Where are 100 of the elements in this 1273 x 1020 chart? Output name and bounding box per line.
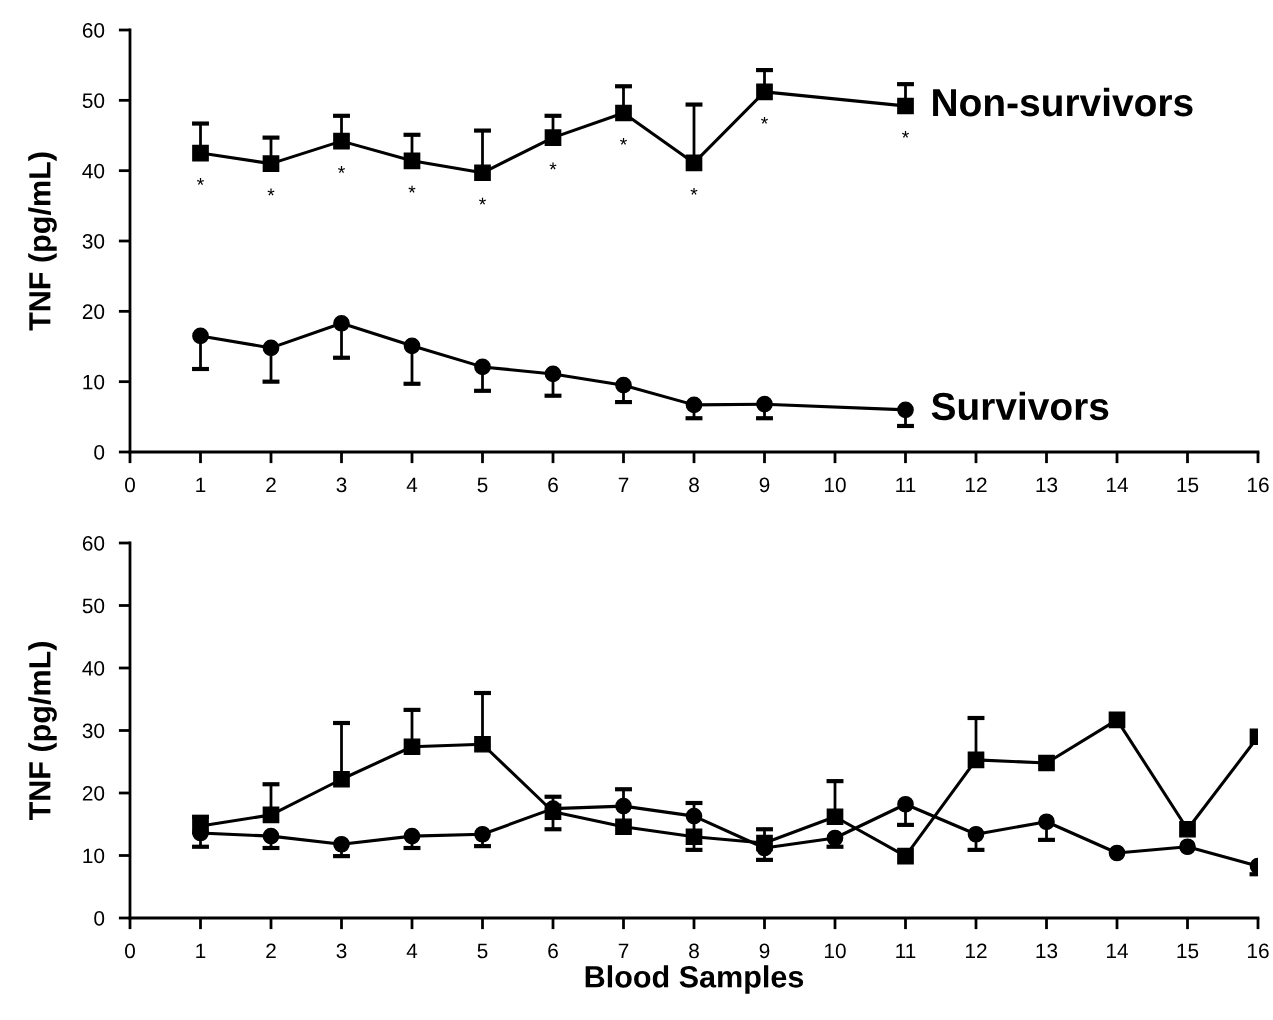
x-tick-label: 3 [336, 943, 347, 959]
y-tick-label: 40 [82, 661, 105, 676]
point [826, 808, 844, 826]
x-tick-label: 0 [125, 943, 135, 959]
x-tick-label: 0 [125, 477, 135, 493]
x-tick-label: 7 [618, 477, 629, 493]
x-tick-label: 10 [825, 943, 846, 959]
annotation: * [197, 178, 204, 185]
x-tick-label: 5 [477, 477, 488, 493]
point [403, 827, 421, 845]
point [1038, 754, 1055, 772]
point [897, 847, 914, 865]
point [897, 97, 914, 115]
x-tick-label: 15 [1177, 943, 1199, 959]
point [333, 314, 350, 332]
y-axis-title: TNF (pg/mL) [28, 152, 57, 331]
point [474, 164, 491, 182]
y-tick-label: 10 [83, 848, 105, 864]
y-tick-label: 50 [82, 93, 105, 109]
x-tick-label: 16 [1248, 477, 1269, 493]
point [474, 825, 491, 843]
x-tick-label: 8 [689, 943, 699, 959]
y-tick-label: 30 [82, 723, 105, 739]
point [333, 132, 350, 150]
x-tick-label: 6 [548, 943, 558, 959]
y-tick-label: 40 [82, 163, 105, 179]
x-tick-label: 12 [966, 943, 987, 959]
x-tick-label: 9 [759, 943, 770, 959]
point [403, 738, 421, 756]
x-tick-label: 3 [336, 477, 347, 493]
annotation: * [902, 130, 909, 138]
point [826, 829, 844, 847]
x-tick-label: 10 [825, 477, 846, 493]
point [615, 797, 632, 815]
x-tick-label: 9 [759, 477, 770, 493]
point [333, 770, 350, 788]
point [192, 327, 209, 345]
point [262, 827, 280, 845]
point [1038, 813, 1055, 831]
point [615, 818, 632, 836]
x-tick-label: 12 [966, 477, 987, 493]
x-tick-label: 6 [548, 477, 558, 493]
x-tick-label: 16 [1248, 943, 1269, 959]
x-tick-label: 13 [1036, 943, 1058, 959]
point [897, 401, 914, 419]
x-tick-label: 11 [896, 477, 916, 493]
point [967, 751, 985, 769]
point [544, 365, 562, 383]
point [192, 144, 209, 162]
point [685, 396, 703, 414]
x-tick-label: 14 [1107, 477, 1128, 493]
point [474, 358, 491, 376]
point [262, 806, 280, 824]
point [474, 735, 491, 753]
y-tick-label: 30 [82, 234, 105, 249]
x-tick-label: 11 [896, 943, 916, 959]
point [1108, 844, 1126, 862]
point [615, 104, 632, 122]
y-tick-label: 10 [83, 374, 105, 390]
point [403, 337, 421, 355]
annotation: * [690, 187, 698, 195]
x-tick-label: 13 [1036, 477, 1058, 493]
point [1108, 711, 1126, 729]
point [967, 825, 985, 843]
series-label: Survivors [931, 391, 1109, 421]
x-tick-label: 5 [477, 943, 488, 959]
y-tick-label: 0 [94, 911, 105, 926]
annotation: * [267, 188, 275, 196]
y-tick-label: 60 [82, 23, 105, 38]
annotation: * [338, 166, 345, 173]
x-tick-label: 8 [689, 477, 699, 493]
x-tick-label: 14 [1107, 943, 1128, 959]
point [897, 795, 914, 813]
y-tick-label: 0 [94, 445, 105, 460]
x-tick-label: 2 [266, 943, 276, 959]
x-tick-label: 1 [196, 943, 206, 959]
annotation: * [408, 185, 416, 193]
point [262, 155, 280, 172]
point [685, 154, 703, 172]
y-tick-label: 50 [82, 598, 105, 614]
point [333, 835, 350, 853]
y-tick-label: 20 [82, 786, 105, 801]
x-tick-label: 4 [406, 943, 418, 959]
x-axis-title: Blood Samples [585, 965, 804, 994]
point [1179, 820, 1196, 838]
annotation: * [549, 162, 557, 170]
y-axis-title: TNF (pg/mL) [28, 642, 57, 821]
series-label: Non-survivors [933, 87, 1193, 117]
y-tick-label: 20 [82, 304, 105, 320]
x-tick-label: 7 [618, 943, 629, 959]
point [685, 828, 703, 846]
point [403, 152, 421, 170]
point [685, 807, 703, 825]
y-tick-label: 60 [82, 536, 105, 551]
point [615, 376, 632, 394]
x-tick-label: 1 [196, 477, 206, 493]
point [756, 83, 773, 101]
x-tick-label: 4 [406, 477, 418, 493]
annotation: * [620, 137, 627, 145]
annotation: * [761, 116, 768, 124]
